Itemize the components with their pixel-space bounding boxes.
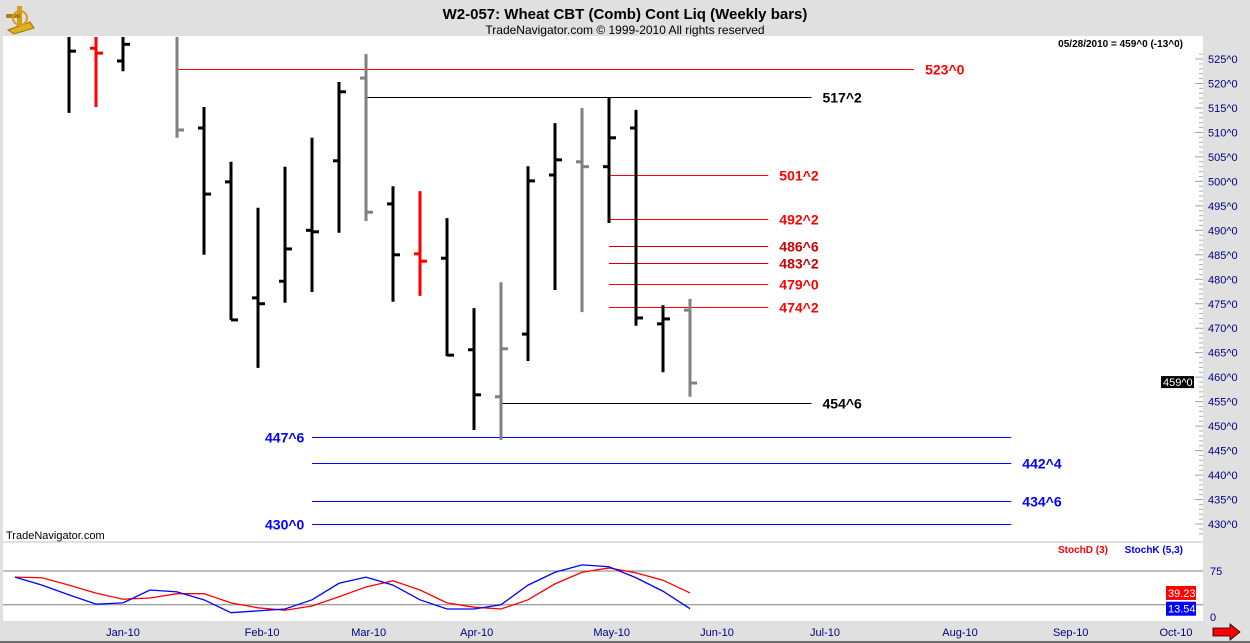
level-label: 442^4 (1022, 456, 1062, 472)
copyright: TradeNavigator.com © 1999-2010 All right… (485, 23, 764, 37)
y-tick-label: 520^0 (1208, 78, 1238, 90)
stoch-last-box (1166, 601, 1196, 616)
level-label: 517^2 (823, 90, 863, 106)
y-tick-label: 515^0 (1208, 103, 1238, 115)
ohlc-bar (522, 166, 535, 362)
x-tick-label: Oct-10 (1159, 627, 1192, 639)
ohlc-bar (414, 191, 427, 296)
level-label: 523^0 (925, 62, 965, 78)
stoch-tick-label: 75 (1210, 566, 1222, 578)
x-tick-label: Aug-10 (942, 627, 977, 639)
ohlc-bar (630, 109, 643, 326)
x-tick-label: Jan-10 (106, 627, 140, 639)
ohlc-bar (198, 106, 211, 255)
ohlc-bar (549, 123, 562, 291)
ohlc-bar (90, 37, 103, 107)
ohlc-bar (603, 97, 616, 223)
x-tick-label: Jun-10 (700, 627, 734, 639)
x-tick-label: Apr-10 (460, 627, 493, 639)
level-label: 492^2 (779, 212, 819, 228)
ohlc-bar (657, 305, 670, 373)
stoch-k-line (14, 564, 691, 614)
y-tick-label: 470^0 (1208, 323, 1238, 335)
y-tick-label: 505^0 (1208, 152, 1238, 164)
sextant-logo-icon (6, 6, 35, 35)
y-tick-label: 500^0 (1208, 176, 1238, 188)
y-tick-label: 445^0 (1208, 446, 1238, 458)
stochastic-panel[interactable] (3, 543, 1203, 621)
ohlc-bar (252, 207, 265, 368)
stoch-last-value: 39.23 (1168, 588, 1196, 600)
stoch-tick-label: 0 (1210, 612, 1216, 624)
last-price-box (1161, 376, 1194, 389)
x-tick-label: Feb-10 (245, 627, 280, 639)
x-tick-label: Sep-10 (1053, 627, 1088, 639)
y-tick-label: 450^0 (1208, 421, 1238, 433)
stoch-last-box (1166, 585, 1196, 600)
y-tick-label: 430^0 (1208, 519, 1238, 531)
ohlc-bar (333, 82, 346, 233)
y-tick-label: 485^0 (1208, 250, 1238, 262)
stoch-legend-k: StochK (5,3) (1125, 545, 1183, 556)
y-tick-label: 475^0 (1208, 299, 1238, 311)
scroll-right-arrow-icon[interactable] (1212, 623, 1241, 641)
x-tick-label: May-10 (593, 627, 630, 639)
ohlc-bar (67, 37, 76, 113)
ohlc-bar (175, 37, 184, 138)
level-label: 486^6 (779, 239, 819, 255)
y-tick-label: 525^0 (1208, 54, 1238, 66)
ohlc-bar (441, 218, 454, 357)
ohlc-bar (684, 298, 697, 397)
y-tick-label: 460^0 (1208, 372, 1238, 384)
x-tick-label: Jul-10 (810, 627, 840, 639)
level-label: 501^2 (779, 168, 819, 184)
x-tick-label: Mar-10 (351, 627, 386, 639)
level-label: 434^6 (1022, 494, 1062, 510)
ohlc-bar (306, 137, 319, 293)
ohlc-bar (117, 37, 130, 72)
y-tick-label: 480^0 (1208, 274, 1238, 286)
ohlc-bar (225, 161, 238, 322)
y-tick-label: 510^0 (1208, 127, 1238, 139)
ohlc-bar (495, 282, 508, 440)
y-tick-label: 495^0 (1208, 201, 1238, 213)
watermark: TradeNavigator.com (6, 530, 105, 542)
level-label: 474^2 (779, 300, 819, 316)
level-label: 483^2 (779, 256, 819, 272)
last-price-label: 459^0 (1163, 377, 1193, 389)
stoch-legend-d: StochD (3) (1058, 545, 1108, 556)
level-label: 454^6 (823, 396, 863, 412)
quote-readout: 05/28/2010 = 459^0 (-13^0) (1058, 39, 1183, 50)
level-label: 479^0 (779, 277, 819, 293)
ohlc-bar (387, 186, 400, 302)
y-tick-label: 465^0 (1208, 348, 1238, 360)
y-tick-label: 440^0 (1208, 470, 1238, 482)
level-label: 430^0 (265, 517, 305, 533)
chart-title: W2-057: Wheat CBT (Comb) Cont Liq (Weekl… (443, 6, 808, 23)
ohlc-bar (468, 308, 481, 431)
y-tick-label: 455^0 (1208, 397, 1238, 409)
ohlc-bar (576, 107, 589, 313)
level-label: 447^6 (265, 430, 305, 446)
ohlc-bar (279, 166, 292, 303)
ohlc-bar (360, 54, 373, 222)
y-tick-label: 490^0 (1208, 225, 1238, 237)
stoch-last-value: 13.54 (1168, 604, 1196, 616)
y-tick-label: 435^0 (1208, 495, 1238, 507)
stoch-d-line (14, 567, 691, 611)
